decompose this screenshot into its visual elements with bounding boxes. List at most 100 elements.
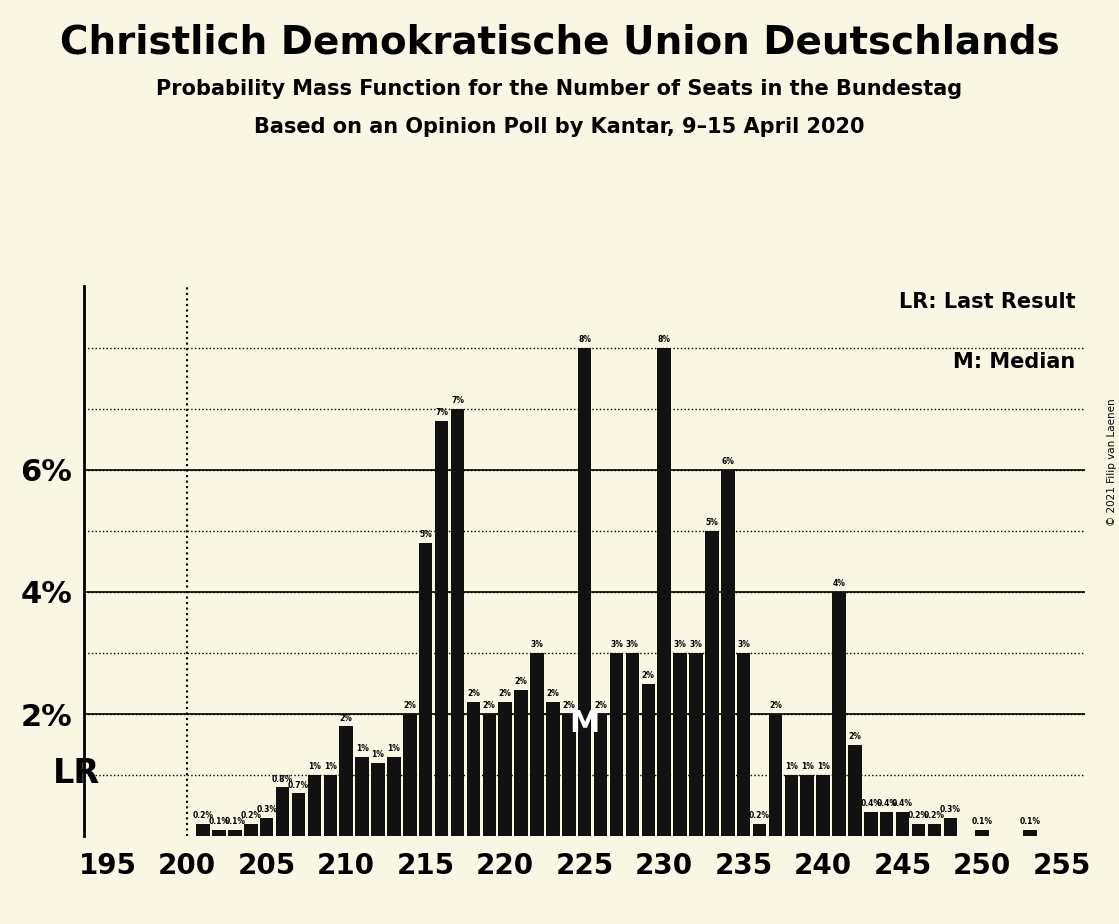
Text: 1%: 1% xyxy=(387,744,401,753)
Bar xyxy=(896,812,910,836)
Bar xyxy=(769,714,782,836)
Bar xyxy=(800,775,814,836)
Text: 0.4%: 0.4% xyxy=(892,799,913,808)
Bar xyxy=(228,830,242,836)
Text: 0.8%: 0.8% xyxy=(272,774,293,784)
Text: 8%: 8% xyxy=(579,334,591,344)
Text: 3%: 3% xyxy=(626,640,639,650)
Bar xyxy=(753,824,767,836)
Bar xyxy=(833,592,846,836)
Text: 5%: 5% xyxy=(420,530,432,540)
Bar xyxy=(594,714,608,836)
Bar xyxy=(387,757,401,836)
Bar xyxy=(784,775,798,836)
Bar xyxy=(689,653,703,836)
Bar xyxy=(530,653,544,836)
Bar xyxy=(546,702,560,836)
Text: 5%: 5% xyxy=(705,518,718,527)
Text: 0.2%: 0.2% xyxy=(924,811,944,821)
Text: 8%: 8% xyxy=(658,334,670,344)
Bar xyxy=(657,347,671,836)
Text: 0.3%: 0.3% xyxy=(940,805,961,814)
Bar xyxy=(737,653,751,836)
Bar xyxy=(260,818,273,836)
Bar xyxy=(451,408,464,836)
Text: 2%: 2% xyxy=(483,701,496,711)
Text: 2%: 2% xyxy=(403,701,416,711)
Text: 4%: 4% xyxy=(833,579,846,589)
Bar xyxy=(213,830,226,836)
Bar xyxy=(674,653,687,836)
Bar xyxy=(467,702,480,836)
Bar xyxy=(339,726,352,836)
Text: 1%: 1% xyxy=(308,762,321,772)
Text: 7%: 7% xyxy=(451,396,464,405)
Bar xyxy=(308,775,321,836)
Bar xyxy=(244,824,257,836)
Bar xyxy=(848,745,862,836)
Text: 0.3%: 0.3% xyxy=(256,805,278,814)
Text: 1%: 1% xyxy=(817,762,829,772)
Text: 1%: 1% xyxy=(372,750,385,760)
Text: M: Median: M: Median xyxy=(953,352,1075,372)
Text: 2%: 2% xyxy=(499,689,511,699)
Text: 2%: 2% xyxy=(642,671,655,680)
Text: 1%: 1% xyxy=(801,762,814,772)
Bar xyxy=(562,714,575,836)
Bar xyxy=(817,775,830,836)
Text: © 2021 Filip van Laenen: © 2021 Filip van Laenen xyxy=(1107,398,1117,526)
Text: 1%: 1% xyxy=(356,744,368,753)
Bar xyxy=(435,420,449,836)
Text: 2%: 2% xyxy=(563,701,575,711)
Text: 0.4%: 0.4% xyxy=(876,799,897,808)
Text: Christlich Demokratische Union Deutschlands: Christlich Demokratische Union Deutschla… xyxy=(59,23,1060,61)
Text: LR: LR xyxy=(53,758,100,790)
Text: 0.1%: 0.1% xyxy=(1019,818,1041,826)
Bar xyxy=(276,787,290,836)
Text: Based on an Opinion Poll by Kantar, 9–15 April 2020: Based on an Opinion Poll by Kantar, 9–15… xyxy=(254,117,865,138)
Text: 3%: 3% xyxy=(689,640,703,650)
Text: 2%: 2% xyxy=(546,689,560,699)
Text: 2%: 2% xyxy=(769,701,782,711)
Text: 3%: 3% xyxy=(610,640,623,650)
Bar xyxy=(482,714,496,836)
Text: 0.1%: 0.1% xyxy=(208,818,229,826)
Bar xyxy=(515,689,528,836)
Bar xyxy=(1023,830,1036,836)
Text: 0.2%: 0.2% xyxy=(908,811,929,821)
Text: LR: Last Result: LR: Last Result xyxy=(899,292,1075,312)
Bar xyxy=(498,702,513,836)
Text: 7%: 7% xyxy=(435,408,448,417)
Bar xyxy=(943,818,957,836)
Text: 2%: 2% xyxy=(467,689,480,699)
Bar xyxy=(864,812,877,836)
Text: 0.7%: 0.7% xyxy=(288,781,309,790)
Bar xyxy=(705,530,718,836)
Text: M: M xyxy=(570,710,600,738)
Text: 2%: 2% xyxy=(848,732,862,741)
Bar xyxy=(372,763,385,836)
Text: 0.2%: 0.2% xyxy=(749,811,770,821)
Text: 0.1%: 0.1% xyxy=(971,818,993,826)
Bar xyxy=(641,684,655,836)
Text: 0.2%: 0.2% xyxy=(192,811,214,821)
Bar xyxy=(197,824,210,836)
Bar xyxy=(403,714,416,836)
Text: 0.4%: 0.4% xyxy=(861,799,882,808)
Text: 0.1%: 0.1% xyxy=(225,818,245,826)
Bar xyxy=(928,824,941,836)
Text: 3%: 3% xyxy=(674,640,686,650)
Text: 3%: 3% xyxy=(737,640,750,650)
Text: 6%: 6% xyxy=(722,457,734,466)
Text: 2%: 2% xyxy=(340,713,352,723)
Bar xyxy=(721,469,734,836)
Bar xyxy=(356,757,369,836)
Bar xyxy=(292,794,305,836)
Bar xyxy=(626,653,639,836)
Text: 2%: 2% xyxy=(594,701,606,711)
Text: Probability Mass Function for the Number of Seats in the Bundestag: Probability Mass Function for the Number… xyxy=(157,79,962,99)
Text: 1%: 1% xyxy=(784,762,798,772)
Text: 0.2%: 0.2% xyxy=(241,811,262,821)
Text: 3%: 3% xyxy=(530,640,544,650)
Bar xyxy=(323,775,337,836)
